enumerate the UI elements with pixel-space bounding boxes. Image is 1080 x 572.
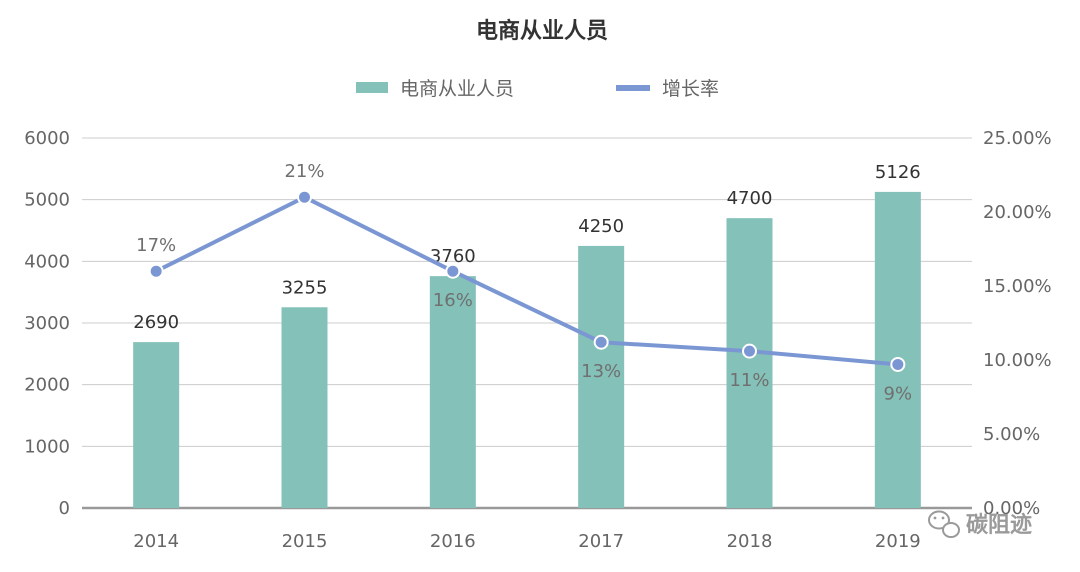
bar-data-label: 5126 [875,162,921,183]
grid [82,137,972,510]
x-tick-label: 2019 [875,531,921,552]
legend-swatch-bar [356,82,388,93]
x-tick-label: 2017 [578,531,624,552]
x-tick-label: 2016 [430,531,476,552]
right-tick-label: 0.00% [983,498,1040,519]
bar [133,342,180,508]
right-tick-label: 10.00% [983,350,1052,371]
watermark: 碳阻迹 [928,510,1032,538]
bar [578,245,625,508]
left-tick-label: 3000 [24,313,70,334]
line-data-label: 16% [433,290,473,311]
line-point [148,263,164,279]
line-data-label: 21% [284,161,324,182]
line-point [742,343,757,359]
line-data-label: 17% [136,235,176,256]
chart-title: 电商从业人员 [476,18,608,44]
watermark-text: 碳阻迹 [966,512,1032,538]
left-tick-label: 6000 [24,128,70,149]
growth-line-path [155,195,899,367]
bar-data-label: 3255 [282,277,328,298]
line-data-label: 9% [884,383,913,404]
bar-data-label: 4250 [578,216,624,237]
right-tick-label: 20.00% [983,202,1052,223]
left-tick-label: 5000 [24,190,70,211]
right-tick-label: 25.00% [983,128,1052,149]
growth-line: 17% 21% 16% 13% 11% 9% [136,161,912,404]
left-tick-label: 0 [59,498,70,519]
x-tick-label: 2018 [727,531,773,552]
bars: 2690 3255 3760 4250 4700 5126 [133,162,921,508]
x-tick-label: 2014 [133,531,179,552]
left-tick-label: 2000 [24,375,70,396]
legend: 电商从业人员 增长率 [356,78,719,100]
bar [726,218,773,508]
right-tick-label: 15.00% [983,276,1052,297]
left-tick-label: 4000 [24,251,70,272]
legend-label-bar: 电商从业人员 [400,78,514,100]
bar [429,276,476,508]
bar-data-label: 3760 [430,246,476,267]
bar-data-label: 2690 [133,312,179,333]
bar [874,191,921,508]
legend-swatch-line [616,85,650,91]
wechat-icon [928,510,960,538]
bar [281,307,328,508]
legend-label-line: 增长率 [662,78,719,100]
x-axis-ticks: 2014 2015 2016 2017 2018 2019 [133,531,920,552]
line-data-label: 13% [581,361,621,382]
right-tick-label: 5.00% [983,424,1040,445]
line-point [593,334,609,350]
line-point [890,356,906,372]
left-tick-label: 1000 [24,436,70,457]
bar-data-label: 4700 [727,188,773,209]
x-tick-label: 2015 [282,531,328,552]
line-point [445,263,461,279]
line-data-label: 11% [729,370,769,391]
left-axis-ticks: 0 1000 2000 3000 4000 5000 6000 [24,128,70,519]
line-point [297,189,312,205]
right-axis-ticks: 0.00% 5.00% 10.00% 15.00% 20.00% 25.00% [983,128,1052,519]
